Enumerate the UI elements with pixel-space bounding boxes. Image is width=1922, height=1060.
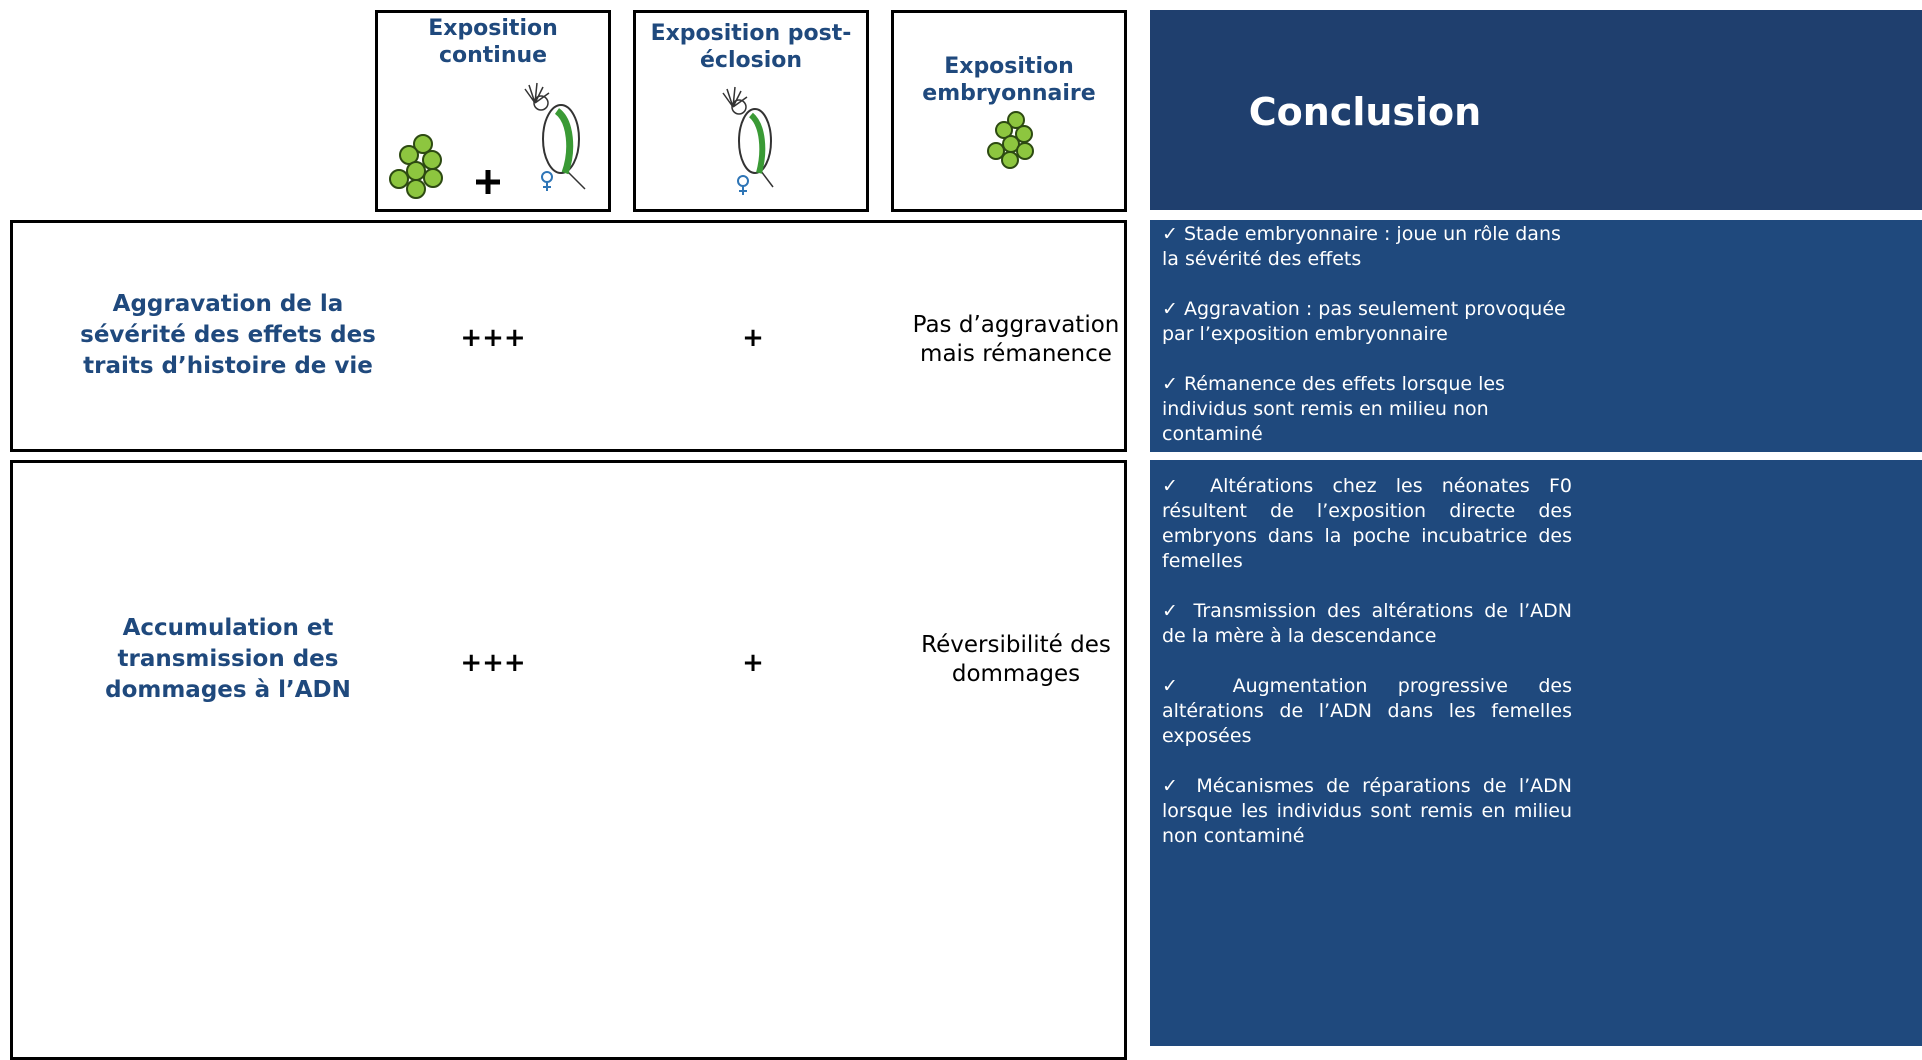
- conclusion-item: ✓ Stade embryonnaire : joue un rôle dans…: [1162, 223, 1561, 270]
- row-label: Aggravation de la sévérité des effets de…: [80, 291, 376, 379]
- conclusion-header: Conclusion: [1150, 10, 1922, 210]
- header-cell: Exposition embryonnaire: [891, 10, 1127, 212]
- conclusion-item: ✓ Altérations chez les néonates F0 résul…: [1162, 475, 1572, 572]
- conclusion-item: ✓ Transmission des altérations de l’ADN …: [1162, 600, 1572, 647]
- daphnia-icon: [524, 82, 586, 191]
- conclusion-panel: ✓ Stade embryonnaire : joue un rôle dans…: [1150, 220, 1922, 452]
- cell: +++: [460, 648, 526, 678]
- column-title: Exposition embryonnaire: [922, 54, 1096, 106]
- conclusion-item: ✓ Aggravation : pas seulement provoquée …: [1162, 298, 1566, 345]
- conclusion-panel: ✓ Altérations chez les néonates F0 résul…: [1150, 460, 1922, 1046]
- eggs-icon: [987, 111, 1034, 169]
- column-title: Exposition post-éclosion: [650, 21, 852, 73]
- daphnia-icon: [722, 86, 774, 195]
- cell: Pas d’aggravation mais rémanence: [912, 312, 1120, 367]
- conclusion-item: ✓ Mécanismes de réparations de l’ADN lor…: [1162, 775, 1572, 847]
- row: Accumulation et transmission des dommage…: [10, 460, 1127, 1060]
- eggs-icon: [389, 134, 443, 199]
- header-cell: Exposition post-éclosion: [633, 10, 869, 212]
- conclusion-list: ✓ Altérations chez les néonates F0 résul…: [1162, 474, 1572, 874]
- cell: +: [742, 323, 764, 353]
- cell: +++: [460, 323, 526, 353]
- row-label: Accumulation et transmission des dommage…: [105, 615, 351, 703]
- cell: Réversibilité des dommages: [921, 632, 1111, 687]
- conclusion-item: ✓ Rémanence des effets lorsque les indiv…: [1162, 373, 1505, 445]
- cell: +: [742, 648, 764, 678]
- plus-icon: [476, 170, 500, 194]
- row: Aggravation de la sévérité des effets de…: [10, 220, 1127, 452]
- column-title: Exposition continue: [428, 16, 558, 68]
- header-cell: Exposition continue: [375, 10, 611, 212]
- conclusion-item: ✓ Augmentation progressive des altératio…: [1162, 675, 1572, 747]
- conclusion-title: Conclusion: [1248, 90, 1482, 134]
- conclusion-list: ✓ Stade embryonnaire : joue un rôle dans…: [1162, 222, 1572, 472]
